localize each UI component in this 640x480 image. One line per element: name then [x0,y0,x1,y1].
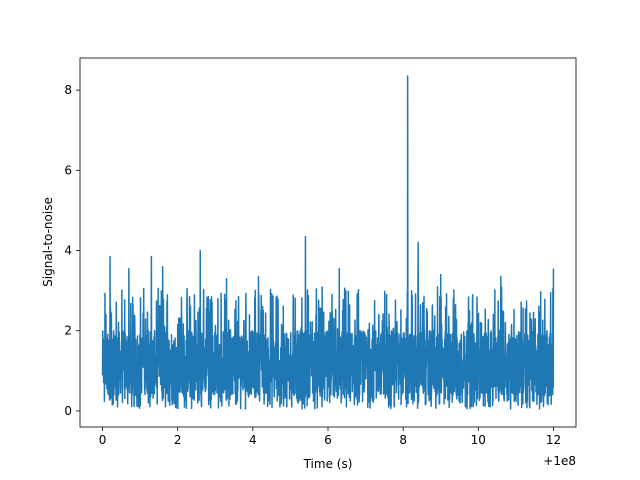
y-tick-label: 4 [64,244,72,258]
x-tick-label: 0 [99,433,107,447]
plot-area [101,75,555,410]
y-tick-label: 8 [64,83,72,97]
x-tick-label: 2 [174,433,182,447]
y-axis-ticks: 0 2 4 6 8 [64,83,80,418]
x-tick-label: 8 [399,433,407,447]
y-axis-label: Signal-to-noise [41,197,55,287]
series-line-signal-to-noise [101,75,555,410]
y-tick-label: 6 [64,163,72,177]
y-tick-label: 0 [64,404,72,418]
x-axis-label: Time (s) [303,457,353,471]
x-tick-label: 10 [471,433,486,447]
x-axis-ticks: 0 2 4 6 8 10 12 [99,427,561,447]
x-tick-label: 4 [249,433,257,447]
x-tick-label: 6 [324,433,332,447]
x-axis-offset-label: +1e8 [543,454,576,468]
y-tick-label: 2 [64,324,72,338]
x-tick-label: 12 [546,433,561,447]
